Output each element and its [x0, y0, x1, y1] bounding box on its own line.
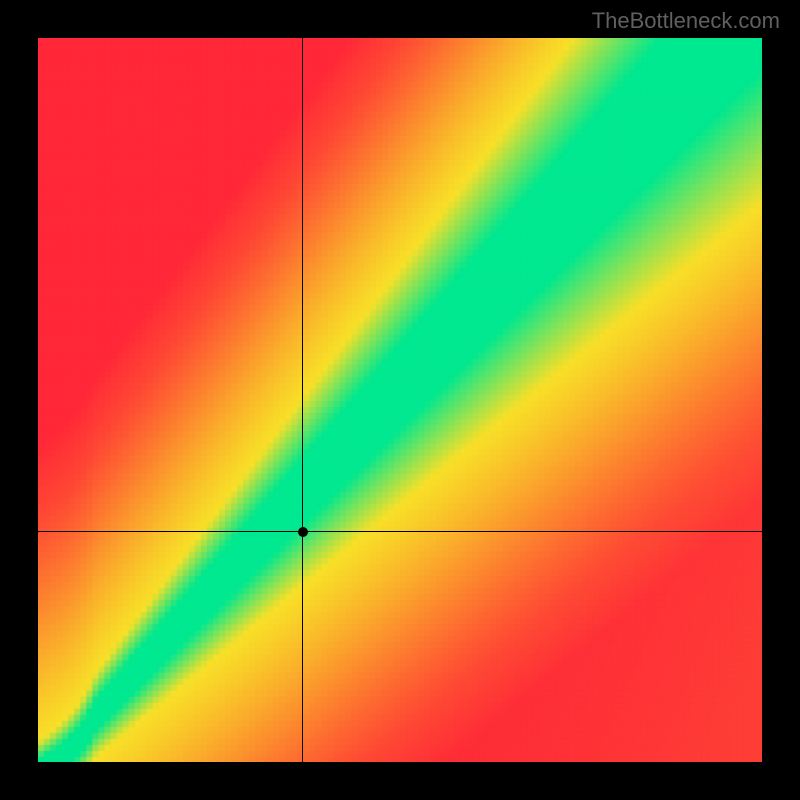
- data-point-marker: [298, 527, 308, 537]
- crosshair-horizontal: [38, 531, 762, 532]
- chart-container: TheBottleneck.com: [0, 0, 800, 800]
- watermark-text: TheBottleneck.com: [592, 8, 780, 34]
- crosshair-vertical: [302, 38, 303, 762]
- heatmap-canvas: [38, 38, 762, 762]
